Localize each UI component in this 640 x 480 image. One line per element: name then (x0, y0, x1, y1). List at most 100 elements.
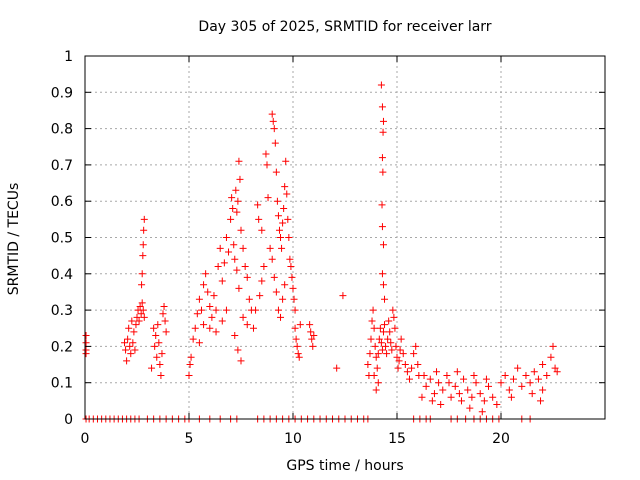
data-point (122, 346, 130, 354)
x-tick-label: 15 (388, 431, 406, 447)
data-point (388, 346, 396, 354)
data-point (212, 328, 220, 336)
data-point (534, 375, 542, 383)
data-point (82, 350, 90, 358)
y-tick-label: 0.6 (51, 194, 73, 210)
data-point (401, 361, 409, 369)
data-point (501, 371, 509, 379)
data-point (155, 339, 163, 347)
data-point (476, 390, 484, 398)
data-point (195, 339, 203, 347)
data-point (222, 234, 230, 241)
data-point (228, 194, 236, 202)
data-point (374, 350, 382, 358)
data-point (381, 295, 389, 303)
data-point (549, 342, 557, 350)
data-point (392, 342, 400, 350)
data-point (455, 390, 463, 398)
data-point (189, 335, 197, 343)
y-tick-label: 0.5 (51, 231, 73, 247)
data-point (285, 234, 293, 241)
data-point (293, 342, 301, 350)
data-point (509, 375, 517, 383)
data-point (131, 346, 139, 354)
data-point (210, 292, 218, 300)
data-point (132, 321, 140, 329)
data-point (197, 306, 205, 314)
data-point (379, 117, 387, 125)
data-point (379, 241, 387, 249)
data-point (422, 382, 430, 390)
data-point (379, 281, 387, 289)
data-point (271, 139, 279, 147)
data-point (364, 361, 372, 369)
y-tick-label: 0.1 (51, 376, 73, 392)
data-point (537, 397, 545, 405)
data-point (384, 335, 392, 343)
data-point (206, 302, 214, 310)
data-point (284, 215, 292, 223)
data-point (241, 263, 249, 271)
data-point (518, 382, 526, 390)
data-point (82, 332, 90, 340)
data-point (296, 321, 304, 329)
data-point (138, 281, 146, 289)
data-point (187, 353, 195, 361)
data-point (233, 266, 241, 274)
data-point (229, 204, 237, 212)
data-point (127, 350, 135, 358)
data-point (277, 313, 285, 321)
data-point (294, 350, 302, 358)
data-point (430, 390, 438, 398)
data-point (405, 375, 413, 383)
data-point (256, 292, 264, 300)
data-point (162, 328, 170, 336)
data-point (156, 361, 164, 369)
data-point (412, 342, 420, 350)
data-point (308, 335, 316, 343)
data-point (439, 386, 447, 394)
data-point (414, 361, 422, 369)
data-point (274, 306, 282, 314)
data-point (214, 263, 222, 271)
data-point (497, 379, 505, 387)
data-point (249, 324, 257, 332)
data-point (227, 215, 235, 223)
data-point (139, 241, 147, 249)
data-point (370, 371, 378, 379)
data-point (160, 302, 168, 310)
data-point (378, 223, 386, 231)
data-point (373, 364, 381, 372)
data-point (453, 368, 461, 376)
data-point (379, 328, 387, 336)
data-point (383, 350, 391, 358)
data-point (478, 408, 486, 416)
data-point (447, 393, 455, 401)
data-point (530, 368, 538, 376)
data-point (230, 241, 238, 249)
y-tick-label: 0 (64, 412, 73, 428)
data-point (382, 342, 390, 350)
data-point (426, 375, 434, 383)
data-point (273, 197, 281, 205)
data-point (260, 263, 268, 271)
data-point (153, 353, 161, 361)
data-point (369, 306, 377, 314)
data-point (378, 201, 386, 209)
data-point (268, 255, 276, 263)
data-point (220, 259, 228, 267)
data-point (377, 339, 385, 347)
data-point (126, 342, 134, 350)
data-point (151, 342, 159, 350)
data-point (264, 194, 272, 202)
data-point (457, 397, 465, 405)
data-point (333, 364, 341, 372)
data-point (435, 379, 443, 387)
data-point (551, 364, 559, 372)
data-point (245, 295, 253, 303)
data-point (239, 244, 247, 252)
data-point (288, 273, 296, 281)
data-point (374, 379, 382, 387)
data-point (395, 357, 403, 365)
data-point (216, 244, 224, 252)
